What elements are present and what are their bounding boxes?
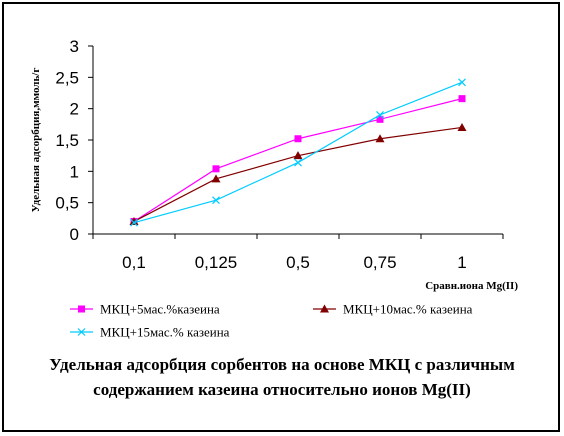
data-point	[457, 122, 467, 131]
data-point	[212, 196, 220, 205]
x-ticks: 0,1 0,125 0,5 0,75 1	[92, 234, 504, 272]
data-point	[376, 111, 384, 119]
series-3	[130, 78, 466, 227]
series-1	[130, 95, 466, 225]
x-tick-label: 0,125	[195, 253, 238, 272]
data-point	[212, 165, 220, 173]
legend-swatch-marker	[77, 328, 86, 336]
y-axis-title: Удельная адсорбция,ммоль/г	[30, 68, 42, 213]
legend: МКЦ+5мас.%казеина МКЦ+10мас.% казеина МКЦ+…	[70, 302, 473, 340]
data-point	[458, 78, 466, 87]
legend-label: МКЦ+5мас.%казеина	[100, 302, 220, 317]
x-tick-label: 1	[457, 253, 466, 272]
legend-item: МКЦ+10мас.% казеина	[313, 302, 473, 317]
x-tick-label: 0,75	[363, 253, 396, 272]
data-point	[129, 216, 139, 225]
series-layer	[129, 78, 467, 227]
y-tick-label: 1	[70, 162, 79, 181]
legend-item: МКЦ+5мас.%казеина	[70, 302, 220, 317]
series-2	[129, 122, 467, 225]
chart-frame	[2, 2, 560, 432]
data-point	[458, 95, 466, 103]
data-point	[375, 134, 385, 143]
x-tick-label: 0,1	[122, 253, 146, 272]
legend-label: МКЦ+15мас.% казеина	[100, 325, 230, 340]
legend-item: МКЦ+15мас.% казеина	[70, 325, 230, 340]
data-point	[130, 218, 138, 227]
data-point	[294, 135, 302, 143]
legend-swatch-marker	[78, 305, 85, 313]
y-tick-label: 2,5	[55, 68, 79, 87]
y-tick-label: 3	[70, 37, 79, 56]
data-point	[376, 115, 384, 123]
legend-swatch-marker	[320, 304, 329, 313]
x-tick-label: 0,5	[286, 253, 310, 272]
data-point	[211, 174, 221, 183]
y-tick-label: 0	[70, 225, 79, 244]
y-ticks: 0 0,5 1 1,5 2 2,5 3	[55, 37, 93, 244]
legend-label: МКЦ+10мас.% казеина	[343, 302, 473, 317]
data-point	[294, 158, 302, 167]
chart-title: Удельная адсорбция сорбентов на основе М…	[49, 355, 515, 399]
x-axis-title: Сравн.иона Mg(II)	[425, 280, 518, 292]
y-tick-label: 0,5	[55, 194, 79, 213]
series-line	[133, 98, 463, 222]
data-point	[293, 151, 303, 160]
y-tick-label: 1,5	[55, 131, 79, 150]
y-tick-label: 2	[70, 100, 79, 119]
